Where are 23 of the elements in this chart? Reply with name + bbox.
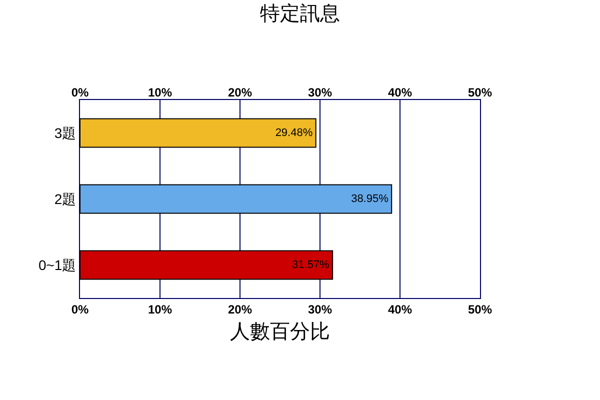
x2-tick-label: 40% <box>388 302 412 316</box>
data-label: 29.48% <box>275 127 313 139</box>
data-label: 38.95% <box>351 193 389 205</box>
data-label: 31.57% <box>292 259 330 271</box>
x-tick-label: 10% <box>148 86 172 100</box>
y-tick-label: 2題 <box>54 190 76 207</box>
bar <box>80 250 334 280</box>
bar <box>80 118 316 148</box>
y-tick-label: 3題 <box>54 124 76 141</box>
bar <box>80 184 392 214</box>
x-tick-label: 50% <box>468 86 492 100</box>
x2-tick-label: 30% <box>308 302 332 316</box>
x2-tick-label: 20% <box>228 302 252 316</box>
x2-tick-label: 50% <box>468 302 492 316</box>
chart-title: 特定訊息 <box>260 3 340 25</box>
x-tick-label: 0% <box>71 86 89 100</box>
y-tick-label: 0~1題 <box>38 256 76 273</box>
x2-tick-label: 0% <box>71 302 89 316</box>
x-axis-title: 人數百分比 <box>230 320 330 343</box>
x-tick-label: 20% <box>228 86 252 100</box>
x-tick-label: 40% <box>388 86 412 100</box>
x2-tick-label: 10% <box>148 302 172 316</box>
x-tick-label: 30% <box>308 86 332 100</box>
